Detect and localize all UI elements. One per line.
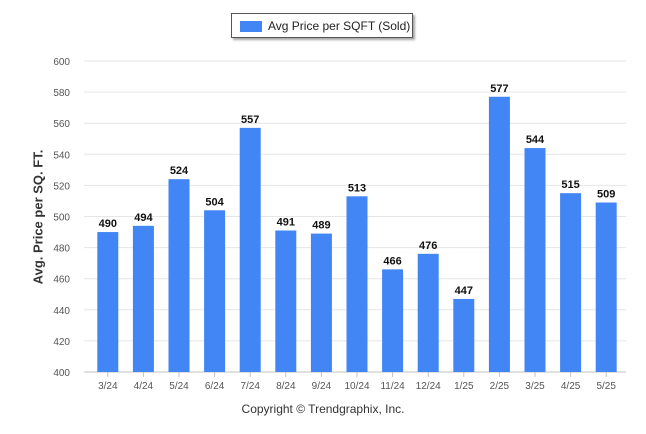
bar[interactable] — [560, 193, 582, 372]
data-label: 447 — [455, 285, 473, 297]
x-tick-label: 5/24 — [169, 381, 189, 392]
y-tick-label: 600 — [53, 57, 70, 68]
data-label: 513 — [348, 182, 366, 194]
y-tick-label: 500 — [53, 213, 70, 224]
bar[interactable] — [204, 210, 226, 372]
bar[interactable] — [488, 96, 510, 372]
bar[interactable] — [275, 230, 297, 372]
y-tick-label: 480 — [53, 244, 70, 255]
y-tick-label: 580 — [53, 88, 70, 99]
bar[interactable] — [97, 232, 119, 372]
x-tick-label: 3/25 — [525, 381, 545, 392]
y-tick-label: 460 — [53, 275, 70, 286]
x-tick-label: 12/24 — [416, 381, 441, 392]
data-label: 557 — [241, 114, 259, 126]
y-tick-label: 540 — [53, 150, 70, 161]
x-tick-label: 3/24 — [98, 381, 118, 392]
x-tick-label: 6/24 — [205, 381, 225, 392]
bar[interactable] — [346, 196, 368, 372]
data-label: 494 — [134, 212, 153, 224]
data-label: 577 — [490, 83, 508, 95]
legend-label: Avg Price per SQFT (Sold) — [268, 19, 411, 33]
data-label: 491 — [277, 216, 295, 228]
x-tick-label: 5/25 — [596, 381, 616, 392]
y-tick-label: 560 — [53, 119, 70, 130]
data-labels: 490 494 524 504 557 491 489 513 466 476 447 577 544 5… — [99, 83, 616, 297]
data-label: 489 — [312, 220, 330, 232]
y-axis-label: Avg. Price per SQ. FT. — [30, 149, 46, 285]
data-label: 466 — [383, 255, 401, 267]
y-axis-ticks: 400 420 440 460 480 500 520 540 560 580 600 — [53, 57, 70, 379]
x-tick-label: 4/25 — [561, 381, 581, 392]
bar[interactable] — [239, 127, 261, 373]
x-tick-label: 11/24 — [380, 381, 405, 392]
y-tick-label: 520 — [53, 181, 70, 192]
x-tick-label: 2/25 — [490, 381, 510, 392]
bar[interactable] — [132, 225, 154, 372]
x-tick-label: 9/24 — [312, 381, 332, 392]
y-tick-label: 400 — [53, 368, 70, 379]
data-label: 515 — [561, 179, 579, 191]
copyright-text: Copyright © Trendgraphix, Inc. — [241, 402, 405, 416]
bar[interactable] — [524, 148, 546, 372]
x-tick-label: 1/25 — [454, 381, 474, 392]
data-label: 509 — [597, 189, 615, 201]
x-tick-label: 10/24 — [344, 381, 369, 392]
bar[interactable] — [453, 298, 475, 372]
bar[interactable] — [417, 253, 439, 372]
x-axis-ticks: 3/24 4/24 5/24 6/24 7/24 8/24 9/24 10/24 11/24 12… — [98, 372, 616, 392]
y-tick-label: 420 — [53, 337, 70, 348]
x-tick-label: 4/24 — [134, 381, 154, 392]
bar[interactable] — [168, 179, 190, 372]
x-tick-label: 7/24 — [240, 381, 260, 392]
bar[interactable] — [310, 233, 332, 372]
data-label: 490 — [99, 218, 117, 230]
data-label: 504 — [205, 196, 224, 208]
data-label: 524 — [170, 165, 189, 177]
bar[interactable] — [382, 269, 404, 372]
bar[interactable] — [595, 202, 617, 372]
bars — [97, 96, 617, 373]
data-label: 544 — [526, 134, 545, 146]
data-label: 476 — [419, 240, 437, 252]
legend-swatch — [240, 21, 262, 32]
legend[interactable]: Avg Price per SQFT (Sold) — [231, 13, 413, 38]
y-tick-label: 440 — [53, 306, 70, 317]
x-tick-label: 8/24 — [276, 381, 296, 392]
